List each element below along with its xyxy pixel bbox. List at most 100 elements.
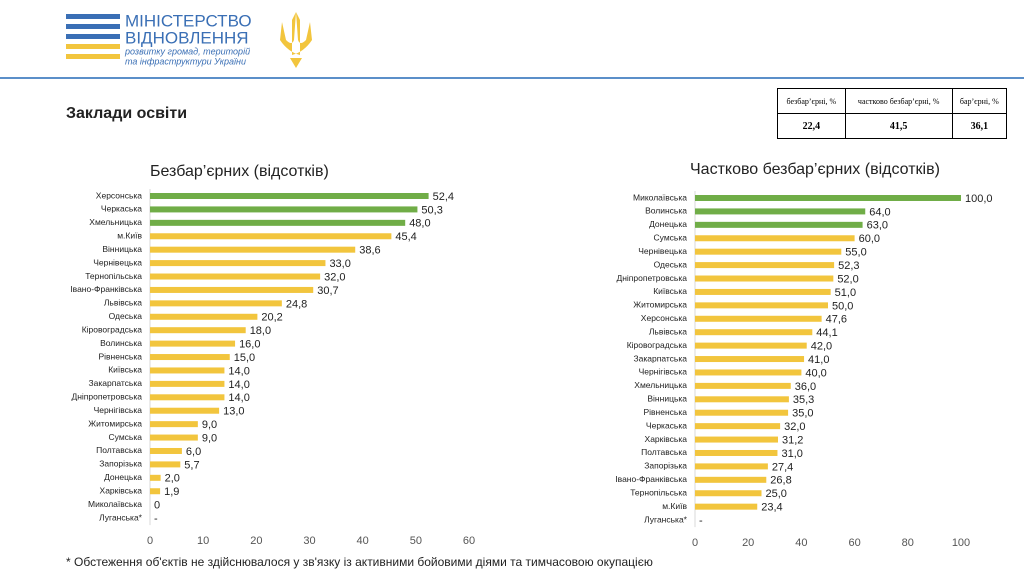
x-tick-label: 10: [197, 535, 209, 547]
x-tick-label: 60: [463, 535, 475, 547]
bar: [150, 219, 406, 226]
category-label: Черкаська: [646, 420, 687, 430]
category-label: Львівська: [104, 298, 142, 308]
bar: [695, 248, 842, 255]
value-label: 33,0: [329, 258, 350, 270]
category-label: Чернігівська: [94, 405, 143, 415]
category-label: Сумська: [654, 233, 688, 243]
value-label: 45,4: [395, 231, 416, 243]
category-label: м.Київ: [662, 501, 687, 511]
bar: [150, 300, 282, 307]
value-label: 2,0: [165, 473, 180, 485]
table-header: частково безбар’єрні, %: [844, 88, 953, 114]
value-label: 42,0: [811, 341, 832, 353]
bar: [695, 329, 813, 336]
value-label: 35,0: [792, 408, 813, 420]
category-label: Волинська: [645, 206, 687, 216]
category-label: Запорізька: [99, 459, 142, 469]
value-label: -: [699, 515, 703, 527]
value-label: 48,0: [409, 218, 430, 230]
ministry-name: МІНІСТЕРСТВО: [125, 11, 252, 30]
bar: [695, 382, 791, 389]
bar: [695, 288, 831, 295]
category-label: Херсонська: [96, 190, 142, 200]
value-label: 9,0: [202, 432, 217, 444]
category-label: Івано-Франківська: [70, 284, 142, 294]
value-label: 40,0: [805, 367, 826, 379]
bar: [695, 409, 789, 416]
category-label: Дніпропетровська: [71, 392, 142, 402]
category-label: Одеська: [109, 311, 143, 321]
value-label: 26,8: [770, 475, 791, 487]
category-label: Чернівецька: [638, 246, 687, 256]
table-cell: 22,4: [777, 113, 846, 139]
value-label: 30,7: [317, 285, 338, 297]
category-label: Житомирська: [88, 418, 142, 428]
category-label: Чернівецька: [93, 257, 142, 267]
category-label: Хмельницька: [634, 380, 687, 390]
bar: [695, 195, 961, 201]
ministry-name: ВІДНОВЛЕННЯ: [125, 28, 249, 47]
bar: [150, 367, 225, 374]
value-label: 14,0: [228, 392, 249, 404]
value-label: 15,0: [234, 352, 255, 364]
value-label: 18,0: [250, 325, 271, 337]
category-label: Донецька: [649, 219, 687, 229]
value-label: 9,0: [202, 419, 217, 431]
bar: [150, 233, 392, 240]
category-label: Київська: [653, 286, 687, 296]
category-label: Львівська: [649, 326, 687, 336]
value-label: 63,0: [867, 220, 888, 232]
bar: [150, 474, 161, 481]
value-label: 1,9: [164, 486, 179, 498]
table-cell: 41,5: [844, 113, 953, 139]
trident-emblem: [280, 12, 312, 68]
bar: [695, 476, 767, 483]
bar: [150, 488, 161, 495]
x-tick-label: 80: [902, 537, 914, 549]
category-label: Полтавська: [641, 447, 687, 457]
bar: [695, 235, 855, 242]
x-tick-label: 20: [742, 537, 754, 549]
bar: [695, 396, 789, 403]
category-label: Житомирська: [633, 300, 687, 310]
category-label: Хмельницька: [89, 217, 142, 227]
value-label: 52,3: [838, 260, 859, 272]
bar: [695, 423, 781, 430]
bar: [695, 208, 866, 215]
category-label: Черкаська: [101, 204, 142, 214]
bar: [150, 434, 198, 441]
value-label: 20,2: [261, 312, 282, 324]
category-label: Миколаївська: [88, 499, 142, 509]
bar: [150, 193, 429, 199]
bar: [150, 461, 181, 468]
category-label: Миколаївська: [633, 192, 687, 202]
bar: [695, 436, 778, 443]
category-label: Луганська*: [99, 512, 143, 522]
bar: [695, 221, 863, 228]
bar: [695, 490, 762, 497]
logo-stripes: [66, 14, 120, 59]
value-label: 50,3: [421, 204, 442, 216]
chart-title: Частково безбар’єрних (відсотків): [690, 161, 940, 178]
x-tick-label: 0: [692, 537, 698, 549]
x-tick-label: 0: [147, 535, 153, 547]
value-label: 47,6: [826, 314, 847, 326]
ministry-subtitle: розвитку громад, територій: [124, 46, 250, 56]
bar: [150, 447, 182, 454]
value-label: 31,0: [781, 448, 802, 460]
value-label: 32,0: [324, 271, 345, 283]
category-label: Тернопільська: [630, 487, 687, 497]
category-label: Сумська: [109, 432, 143, 442]
category-label: Чернігівська: [639, 367, 688, 377]
category-label: Запорізька: [644, 461, 687, 471]
x-tick-label: 20: [250, 535, 262, 547]
value-label: 100,0: [965, 193, 993, 205]
category-label: Донецька: [104, 472, 142, 482]
value-label: 14,0: [228, 365, 249, 377]
value-label: 31,2: [782, 434, 803, 446]
category-label: Полтавська: [96, 445, 142, 455]
value-label: 6,0: [186, 446, 201, 458]
value-label: 27,4: [772, 461, 793, 473]
